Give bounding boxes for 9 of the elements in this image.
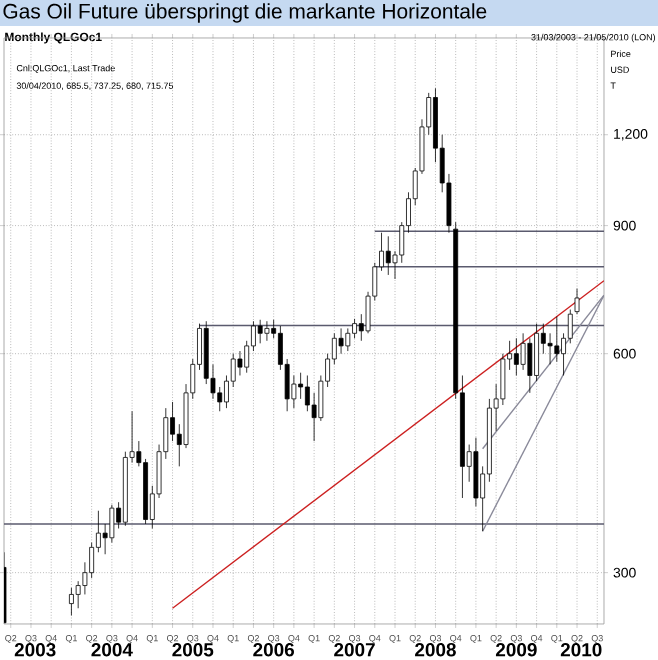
x2-tick-label: 2010	[560, 643, 602, 657]
x2-tick-label: 2005	[172, 643, 214, 657]
x2-tick-label: 2003	[14, 643, 56, 657]
x2-tick-label: 2004	[91, 643, 133, 657]
x2-tick-label: 2006	[253, 643, 295, 657]
x2-tick-label: 2008	[415, 643, 456, 657]
chart-title: Gas Oil Future überspringt die markante Horizontale	[3, 3, 487, 23]
x2-tick-label: 2007	[334, 643, 375, 657]
x2-tick-label: 2009	[495, 643, 537, 657]
